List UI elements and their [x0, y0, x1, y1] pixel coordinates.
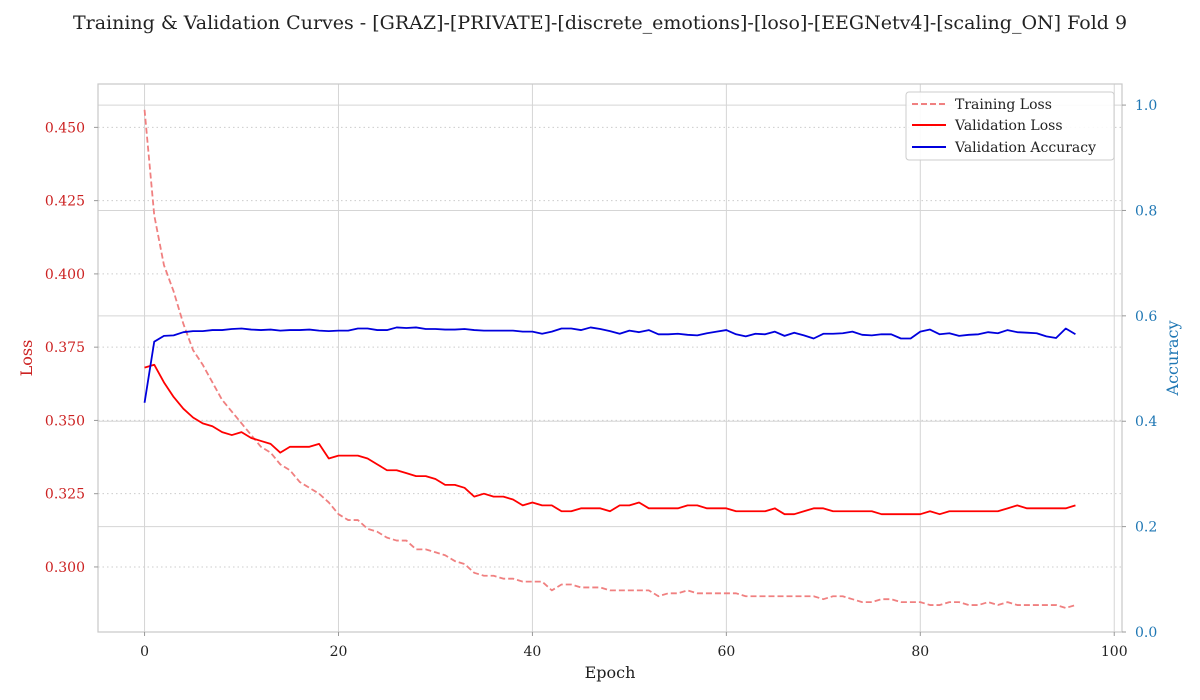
training-loss-line — [143, 109, 1076, 609]
x-tick-label: 40 — [524, 644, 542, 660]
x-tick-label: 60 — [717, 644, 735, 660]
axis-ticks: 0 20 40 60 80 100 0.300 0.325 0.350 0.375 0.400 0.4… — [45, 98, 1157, 660]
y-left-tick-label: 0.300 — [45, 560, 85, 576]
x-tick-label: 0 — [140, 644, 149, 660]
y-left-tick-label: 0.350 — [45, 413, 85, 429]
validation-loss-line — [144, 363, 1076, 516]
legend-label-validation-loss: Validation Loss — [954, 118, 1063, 134]
y-left-tick-label: 0.375 — [45, 340, 85, 356]
y-axis-right-label: Accuracy — [1163, 321, 1182, 397]
y-left-tick-label: 0.425 — [45, 194, 85, 210]
y-right-tick-label: 0.0 — [1135, 625, 1157, 641]
y-right-tick-label: 0.6 — [1135, 309, 1157, 325]
y-left-tick-label: 0.450 — [45, 120, 85, 136]
x-axis-label: Epoch — [585, 663, 636, 682]
legend-label-validation-accuracy: Validation Accuracy — [954, 140, 1096, 156]
series-lines — [143, 109, 1076, 609]
x-tick-label: 20 — [330, 644, 348, 660]
y-axis-left-label: Loss — [17, 340, 36, 377]
plot-frame — [97, 83, 1123, 633]
y-right-tick-label: 0.8 — [1135, 203, 1157, 219]
y-left-tick-label: 0.400 — [45, 267, 85, 283]
x-tick-label: 100 — [1101, 644, 1128, 660]
chart-title: Training & Validation Curves - [GRAZ]-[P… — [73, 12, 1127, 34]
y-right-tick-label: 0.4 — [1135, 414, 1157, 430]
legend-label-training-loss: Training Loss — [955, 97, 1052, 113]
x-tick-label: 80 — [911, 644, 929, 660]
validation-accuracy-line — [143, 326, 1076, 403]
y-right-tick-label: 1.0 — [1135, 98, 1157, 114]
y-left-tick-label: 0.325 — [45, 487, 85, 503]
y-right-tick-label: 0.2 — [1135, 520, 1157, 536]
legend-box — [905, 91, 1115, 161]
legend: Training Loss Validation Loss Validation… — [905, 91, 1115, 161]
